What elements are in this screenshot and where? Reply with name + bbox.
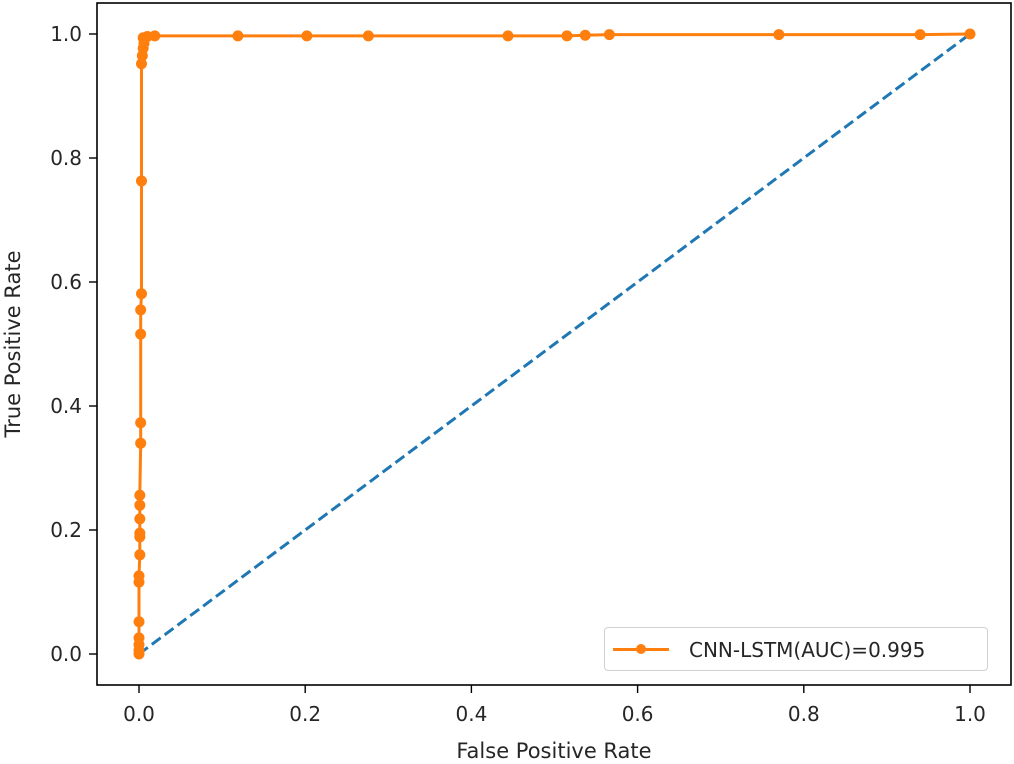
roc-data-point <box>134 489 146 501</box>
x-tick-label: 0.2 <box>289 702 321 726</box>
x-tick-label: 0.8 <box>788 702 820 726</box>
y-tick-label: 0.2 <box>50 518 82 542</box>
roc-data-point <box>135 417 147 429</box>
roc-data-point <box>362 30 374 42</box>
y-tick-label: 0.8 <box>50 146 82 170</box>
roc-data-point <box>579 29 591 41</box>
legend: CNN-LSTM(AUC)=0.995 <box>604 627 988 671</box>
roc-data-point <box>134 549 146 561</box>
roc-data-point <box>914 29 926 41</box>
roc-data-point <box>134 527 146 539</box>
x-axis-label: False Positive Rate <box>456 739 651 760</box>
x-tick-label: 0.0 <box>123 702 155 726</box>
x-tick-label: 0.6 <box>622 702 654 726</box>
x-axis-ticks: 0.0 0.2 0.4 0.6 0.8 1.0 <box>123 685 986 726</box>
roc-data-point <box>133 616 145 628</box>
roc-data-point <box>502 30 514 42</box>
roc-data-point <box>603 29 615 41</box>
y-tick-label: 1.0 <box>50 22 82 46</box>
y-tick-label: 0.6 <box>50 270 82 294</box>
roc-data-point <box>134 513 146 525</box>
y-axis-label: True Positive Rate <box>1 250 25 438</box>
roc-data-point <box>134 499 146 511</box>
legend-label: CNN-LSTM(AUC)=0.995 <box>689 638 926 662</box>
roc-data-point <box>135 437 147 449</box>
y-tick-label: 0.4 <box>50 394 82 418</box>
y-axis-ticks: 0.0 0.2 0.4 0.6 0.8 1.0 <box>50 22 97 666</box>
roc-data-point <box>964 28 976 40</box>
roc-data-point <box>135 288 147 300</box>
roc-data-point <box>133 570 145 582</box>
roc-data-point <box>135 175 147 187</box>
x-tick-label: 1.0 <box>954 702 986 726</box>
roc-data-point <box>232 30 244 42</box>
roc-data-point <box>135 58 147 70</box>
y-tick-label: 0.0 <box>50 642 82 666</box>
roc-data-point <box>149 30 161 42</box>
roc-data-point <box>301 30 313 42</box>
roc-data-point <box>773 29 785 41</box>
chance-diagonal-line <box>138 32 971 656</box>
roc-data-point <box>133 632 145 644</box>
x-tick-label: 0.4 <box>455 702 487 726</box>
axes-frame <box>96 2 1012 686</box>
legend-marker-icon <box>636 644 646 654</box>
roc-data-point <box>561 30 573 42</box>
roc-curve <box>133 28 976 660</box>
roc-data-point <box>135 304 147 316</box>
roc-data-point <box>135 328 147 340</box>
diagonal-dashed-line <box>138 32 971 656</box>
